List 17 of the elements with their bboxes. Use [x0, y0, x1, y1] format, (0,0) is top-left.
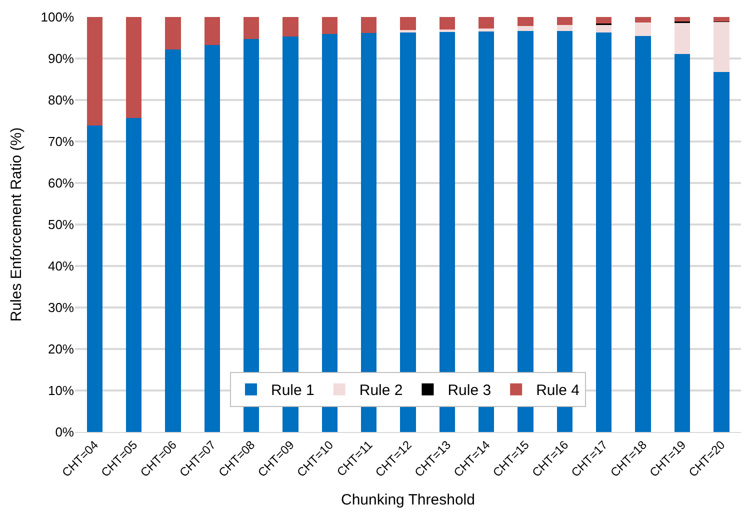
y-tick-label: 70% — [48, 134, 74, 150]
x-axis-title: Chunking Threshold — [341, 492, 475, 509]
y-tick-label: 30% — [48, 300, 74, 316]
y-tick-label: 60% — [48, 176, 74, 191]
y-tick-label: 90% — [48, 51, 74, 66]
y-tick-label: 80% — [48, 92, 74, 108]
y-tick-label: 50% — [48, 217, 74, 232]
y-tick-label: 10% — [48, 383, 74, 398]
y-tick-label: 40% — [48, 258, 74, 274]
y-tick-label: 0% — [55, 424, 74, 440]
y-axis-title: Rules Enforcement Ratio (%) — [8, 127, 25, 322]
legend-label: Rule 3 — [448, 382, 492, 400]
legend-label: Rule 4 — [536, 382, 580, 400]
legend-label: Rule 2 — [359, 382, 403, 400]
y-tick-label: 20% — [48, 342, 74, 357]
y-tick-label: 100% — [40, 10, 74, 25]
legend-label: Rule 1 — [271, 382, 314, 400]
